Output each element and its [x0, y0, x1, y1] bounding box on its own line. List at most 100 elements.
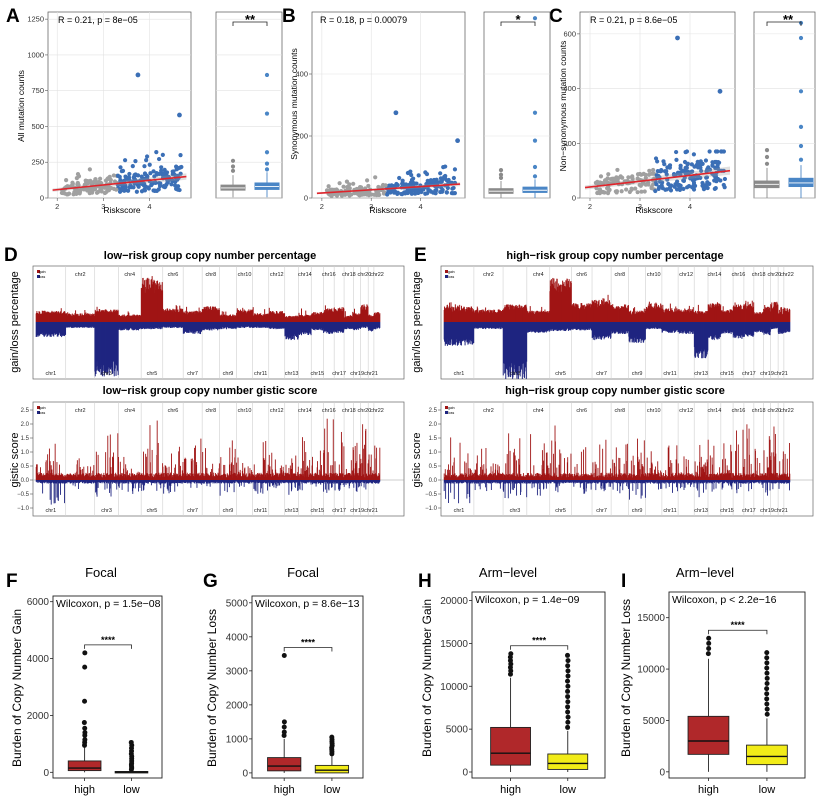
panel-b-box-low-outlier: [499, 173, 503, 177]
panel-c-scatter-point: [714, 149, 718, 153]
panel-c-scatter-outlier: [718, 89, 723, 94]
panel-a-xtick-label: 2: [55, 202, 59, 211]
panel-a-scatter-point: [178, 153, 182, 157]
panel-d-gistic-ytick-label: −1.0: [17, 506, 30, 512]
panel-a-scatter-point: [174, 187, 178, 191]
panel-b-scatter-point: [438, 190, 442, 194]
panel-d-gistic-ytick-label: 0.5: [21, 464, 30, 470]
panel-letter-i: I: [621, 571, 626, 592]
panel-a-scatter-point: [76, 181, 80, 185]
panel-a-ytick-label: 0: [40, 194, 44, 203]
panel-c-scatter-point: [713, 187, 717, 191]
panel-d-pct-chr-label-top: chr4: [124, 272, 135, 278]
panel-a-scatter-point: [131, 164, 135, 168]
panel-d-gistic-ytick-label: 1.0: [21, 450, 30, 456]
panel-b-box-high-outlier: [533, 139, 537, 143]
panel-c-scatter-point: [691, 178, 695, 182]
panel-c-scatter-point: [701, 162, 705, 166]
panel-c-scatter-point: [662, 162, 666, 166]
panel-a-ytick-label: 500: [31, 122, 44, 131]
panel-a-scatter-point: [133, 159, 137, 163]
panel-c-scatter-point: [649, 185, 653, 189]
panel-c-scatter-point: [636, 190, 640, 194]
panel-d-gistic-chr-label-bottom: chr11: [254, 508, 267, 514]
panel-d-pct-chr-label-bottom: chr9: [223, 371, 234, 377]
panel-a-scatter-point: [76, 172, 80, 176]
panel-c-box-low-outlier: [765, 162, 769, 166]
panel-a-scatter-point: [148, 171, 152, 175]
panel-c-box-high-outlier: [799, 158, 803, 162]
panel-c-scatter-point: [722, 149, 726, 153]
panel-c-scatter-point: [643, 189, 647, 193]
panel-c-scatter-point: [692, 164, 696, 168]
panel-c-scatter-point: [685, 166, 689, 170]
panel-d-gistic-chr-label-bottom: chr9: [223, 508, 234, 514]
panel-a-scatter-outlier: [177, 113, 182, 118]
panel-d-gistic-chr-label-bottom: chr5: [147, 508, 158, 514]
panel-letter-d: D: [4, 245, 18, 266]
panel-d-pct-chr-label-bottom: chr1: [46, 371, 57, 377]
panel-d-pct-chr-label-top: chr14: [298, 272, 312, 278]
panel-a-scatter-point: [127, 172, 131, 176]
panel-b-scatter-point: [347, 182, 351, 186]
panel-a-scatter-point: [142, 164, 146, 168]
panel-c-scatter-point: [655, 159, 659, 163]
panel-b-box-high-outlier: [533, 174, 537, 178]
panel-b-scatter-point: [431, 179, 435, 183]
panel-b-scatter-point: [452, 176, 456, 180]
panel-c-box-high: [789, 178, 813, 186]
panel-b-scatter-point: [417, 173, 421, 177]
panel-c-scatter-point: [710, 160, 714, 164]
panel-letter-c: C: [549, 6, 563, 27]
panel-d-gistic-ytick-label: 2.0: [21, 422, 30, 428]
panel-b-scatter-point: [433, 191, 437, 195]
panel-b-scatter-point: [414, 189, 418, 193]
panel-c-scatter-point: [660, 183, 664, 187]
panel-a-box-high-outlier: [265, 150, 269, 154]
panel-a-scatter-point: [118, 165, 122, 169]
panel-c-xtick-label: 4: [688, 202, 692, 211]
panel-b-scatter-point: [366, 184, 370, 188]
panel-letter-b: B: [282, 6, 296, 27]
panel-a-box-high-outlier: [265, 167, 269, 171]
panel-b-scatter-point: [453, 167, 457, 171]
panel-c-scatter-point: [686, 162, 690, 166]
panel-a-scatter-point: [143, 172, 147, 176]
panel-a-scatter-point: [114, 188, 118, 192]
panel-b-scatter-point: [441, 165, 445, 169]
panel-d-pct-chr-label-top: chr18: [342, 272, 356, 278]
panel-d-pct-chr-label-top: chr16: [322, 272, 336, 278]
panel-c-scatter-point: [639, 173, 643, 177]
panel-d-gistic-chr-label-top: chr22: [370, 408, 384, 414]
panel-c-scatter-point: [600, 190, 604, 194]
panel-b-scatter-point: [340, 194, 344, 198]
panel-c-box-high-outlier: [799, 125, 803, 129]
panel-c-box-low-outlier: [765, 148, 769, 152]
panel-d-gistic-ytick-label: 0.0: [21, 478, 30, 484]
panel-d-gistic-ytick-label: 2.5: [21, 408, 30, 414]
panel-c-scatter-point: [723, 177, 727, 181]
panel-d-gistic-ytick-label: −0.5: [17, 492, 30, 498]
panel-c-scatter-point: [620, 189, 624, 193]
panel-a-scatter-point: [157, 157, 161, 161]
panel-a-scatter-point: [71, 182, 75, 186]
panel-a-scatter-point: [169, 182, 173, 186]
panel-b-scatter-point: [327, 184, 331, 188]
panel-a-scatter-point: [132, 173, 136, 177]
panel-c-scatter-point: [696, 162, 700, 166]
panel-a-scatter-point: [137, 185, 141, 189]
panel-d-pct-chr-label-bottom: chr3: [101, 371, 112, 377]
panel-c-scatter-point: [657, 187, 661, 191]
panel-letter-f: F: [6, 571, 18, 592]
panel-a-scatter-frame: [48, 12, 191, 198]
panel-b-scatter-point: [400, 192, 404, 196]
panel-c-scatter-point: [624, 187, 628, 191]
panel-a-scatter-point: [96, 190, 100, 194]
panel-b-xtick-label: 4: [418, 202, 422, 211]
panel-a-scatter-point: [84, 178, 88, 182]
panel-a-scatter-point: [144, 158, 148, 162]
panel-d-gistic-chr-label-bottom: chr19: [350, 508, 364, 514]
panel-d-pct-chr-label-bottom: chr13: [285, 371, 299, 377]
panel-c-scatter-point: [626, 175, 630, 179]
